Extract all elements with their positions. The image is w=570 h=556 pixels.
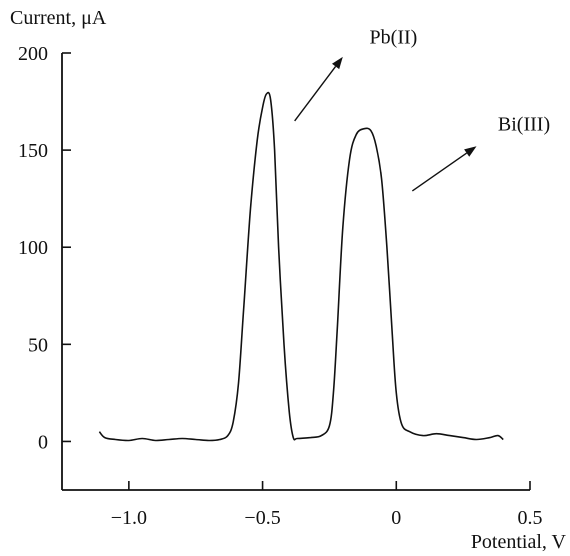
annotation-label: Pb(II) [370, 26, 418, 48]
series-line [98, 91, 504, 442]
axes [61, 53, 530, 491]
x-tick-label: −1.0 [111, 507, 147, 529]
y-tick-label: 50 [28, 334, 48, 356]
y-tick-label: 100 [18, 237, 48, 259]
y-tick-label: 150 [18, 140, 48, 162]
y-tick-label: 200 [18, 43, 48, 65]
annotation-arrowhead [464, 146, 477, 157]
x-tick-label: 0 [391, 507, 401, 529]
annotation-arrow [411, 152, 468, 192]
x-ticks: −1.0 −0.5 0 0.5 [111, 481, 543, 529]
x-tick-label: −0.5 [244, 507, 280, 529]
y-tick-label: 0 [38, 431, 48, 453]
x-tick-label: 0.5 [518, 507, 543, 529]
y-axis-label: Current, μA [10, 7, 107, 29]
annotation-arrowhead [331, 56, 343, 70]
annotation-arrow [294, 66, 337, 122]
annotation-label: Bi(III) [498, 114, 550, 136]
y-ticks: 0 50 100 150 200 [18, 43, 71, 453]
x-axis-label: Potential, V [471, 531, 567, 553]
annotations: Pb(II) Bi(III) [294, 26, 550, 192]
